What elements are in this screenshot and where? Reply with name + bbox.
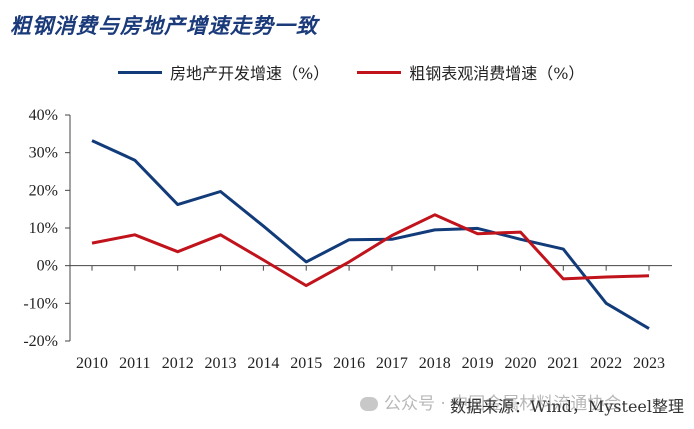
x-tick-label: 2020 bbox=[504, 355, 536, 372]
x-tick-label: 2014 bbox=[247, 355, 279, 372]
y-tick-label: 10% bbox=[29, 220, 58, 237]
chart-legend: 房地产开发增速（%） 粗钢表观消费增速（%） bbox=[118, 60, 612, 84]
x-tick-label: 2022 bbox=[590, 355, 622, 372]
x-tick-label: 2012 bbox=[162, 355, 194, 372]
series-line-crude-steel bbox=[91, 213, 650, 288]
source-note: 数据来源：Wind，Mysteel整理 bbox=[450, 397, 684, 416]
x-tick-label: 2015 bbox=[290, 355, 322, 372]
x-tick-label: 2010 bbox=[76, 355, 108, 372]
legend-item-crude-steel: 粗钢表观消费增速（%） bbox=[357, 60, 584, 84]
legend-swatch-real-estate bbox=[118, 70, 162, 74]
y-tick-label: -20% bbox=[23, 333, 58, 350]
y-tick-label: 0% bbox=[37, 258, 58, 275]
x-tick-label: 2021 bbox=[547, 355, 579, 372]
legend-item-real-estate: 房地产开发增速（%） bbox=[118, 60, 329, 84]
x-tick-label: 2016 bbox=[333, 355, 365, 372]
chart-title: 粗钢消费与房地产增速走势一致 bbox=[10, 13, 318, 38]
x-tick-label: 2019 bbox=[462, 355, 494, 372]
legend-label-real-estate: 房地产开发增速（%） bbox=[170, 64, 330, 83]
watermark-text: 公众号 · 中国金属材料流通协会 bbox=[384, 394, 622, 414]
x-tick-label: 2017 bbox=[376, 355, 408, 372]
x-tick-label: 2023 bbox=[633, 355, 665, 372]
legend-label-crude-steel: 粗钢表观消费增速（%） bbox=[409, 64, 585, 83]
legend-swatch-crude-steel bbox=[357, 70, 402, 74]
x-tick-label: 2018 bbox=[419, 355, 451, 372]
watermark: 公众号 · 中国金属材料流通协会 bbox=[360, 389, 621, 414]
y-tick-label: 30% bbox=[29, 145, 58, 162]
wechat-icon bbox=[360, 397, 378, 411]
y-tick-label: -10% bbox=[23, 295, 58, 312]
y-tick-label: 20% bbox=[29, 182, 58, 199]
x-tick-label: 2013 bbox=[205, 355, 237, 372]
y-tick-label: 40% bbox=[29, 107, 58, 124]
series-line-real-estate bbox=[91, 139, 650, 330]
x-tick-label: 2011 bbox=[119, 355, 150, 372]
